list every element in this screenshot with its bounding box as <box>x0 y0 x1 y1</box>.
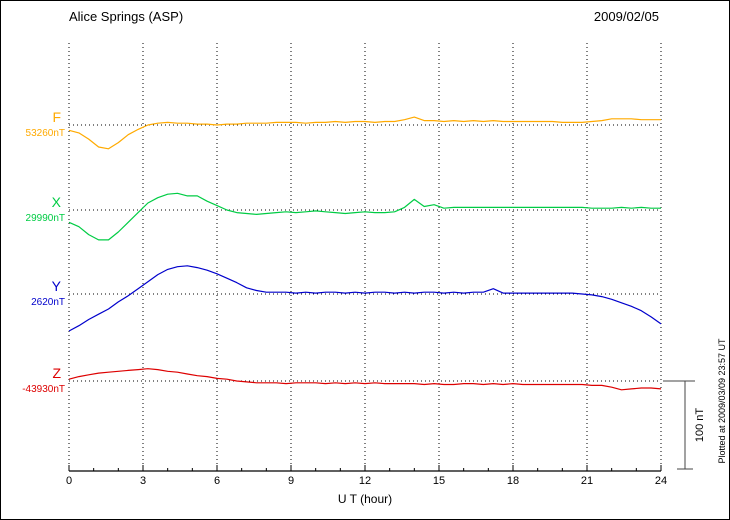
x-tick-label-18: 18 <box>506 475 520 487</box>
x-tick-label-24: 24 <box>654 475 668 487</box>
trace-Z <box>68 368 662 391</box>
date-label: 2009/02/05 <box>593 9 659 24</box>
series-label-Z: Z <box>52 365 61 381</box>
plotted-at-note: Plotted at 2009/03/09 23:57 UT <box>717 338 727 464</box>
trace-F <box>68 116 661 150</box>
x-tick-label-3: 3 <box>139 475 147 487</box>
series-label-X: X <box>51 194 61 210</box>
x-tick-label-6: 6 <box>213 475 221 487</box>
series-label-Y: Y <box>51 278 61 294</box>
series-label-F: F <box>52 109 61 125</box>
trace-Y <box>68 265 662 332</box>
chart-title: Alice Springs (ASP) <box>69 9 184 24</box>
series-baseline-Y: 2620nT <box>31 297 65 308</box>
x-tick-label-0: 0 <box>65 475 73 487</box>
trace-X <box>68 192 661 241</box>
x-tick-label-21: 21 <box>580 475 594 487</box>
series-baseline-X: 29990nT <box>25 213 65 224</box>
x-axis-title: U T (hour) <box>337 492 393 506</box>
series-baseline-Z: -43930nT <box>22 384 65 395</box>
x-tick-label-12: 12 <box>358 475 372 487</box>
scale-bar-label: 100 nT <box>694 407 706 443</box>
series-baseline-F: 53260nT <box>25 128 65 139</box>
x-tick-label-15: 15 <box>432 475 446 487</box>
x-tick-label-9: 9 <box>287 475 295 487</box>
